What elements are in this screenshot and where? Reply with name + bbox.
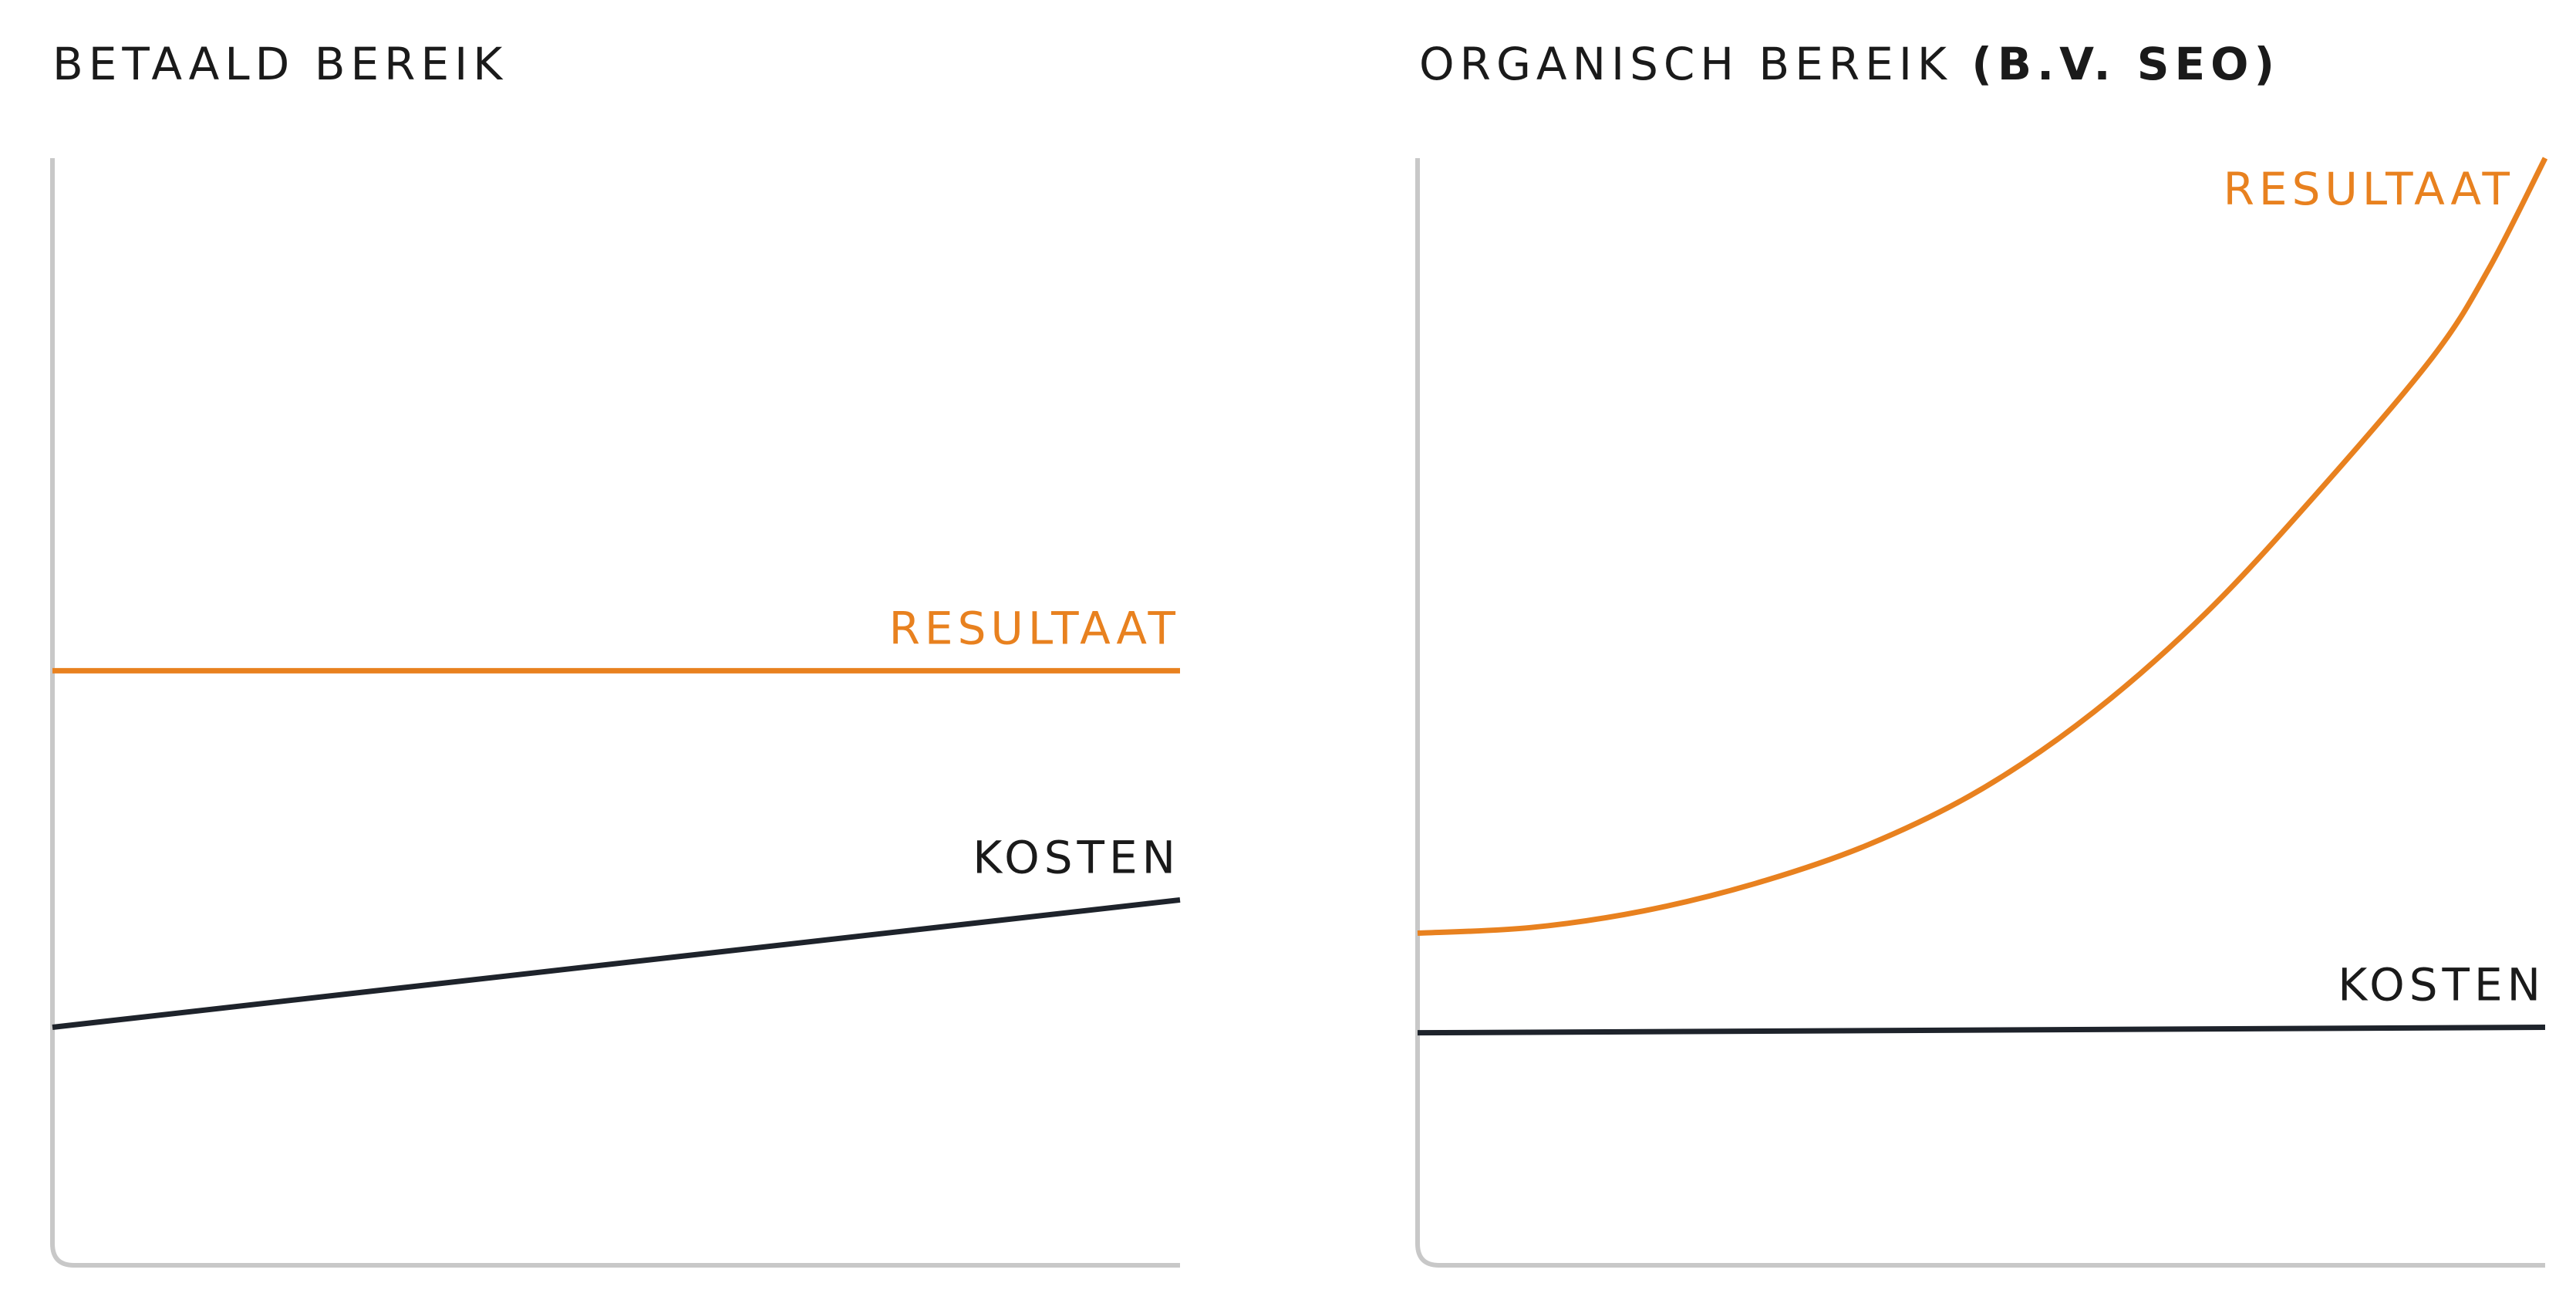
series-label-resultaat-betaald: RESULTAAT	[889, 602, 1180, 654]
chart-panel-betaald: RESULTAAT KOSTEN	[50, 158, 1181, 1268]
axis-betaald	[50, 158, 1180, 1268]
chart-panel-organisch: RESULTAAT KOSTEN	[1415, 157, 2548, 1268]
series-label-resultaat-organisch: RESULTAAT	[2224, 163, 2514, 215]
chart-title-organisch-strong: (B.V. SEO)	[1971, 38, 2280, 90]
series-line-kosten-betaald	[52, 896, 1181, 1030]
chart-title-organisch: ORGANISCH BEREIK (B.V. SEO)	[1419, 42, 2280, 86]
series-line-kosten-organisch	[1417, 1024, 2546, 1036]
axis-organisch	[1415, 158, 2545, 1268]
series-label-kosten-betaald: KOSTEN	[973, 831, 1180, 883]
chart-title-betaald-text: BETAALD BEREIK	[52, 38, 508, 90]
chart-title-betaald: BETAALD BEREIK	[52, 42, 507, 86]
series-line-resultaat-organisch	[1417, 157, 2548, 936]
series-label-kosten-organisch: KOSTEN	[2338, 958, 2545, 1011]
chart-title-organisch-text: ORGANISCH BEREIK	[1419, 38, 1952, 90]
